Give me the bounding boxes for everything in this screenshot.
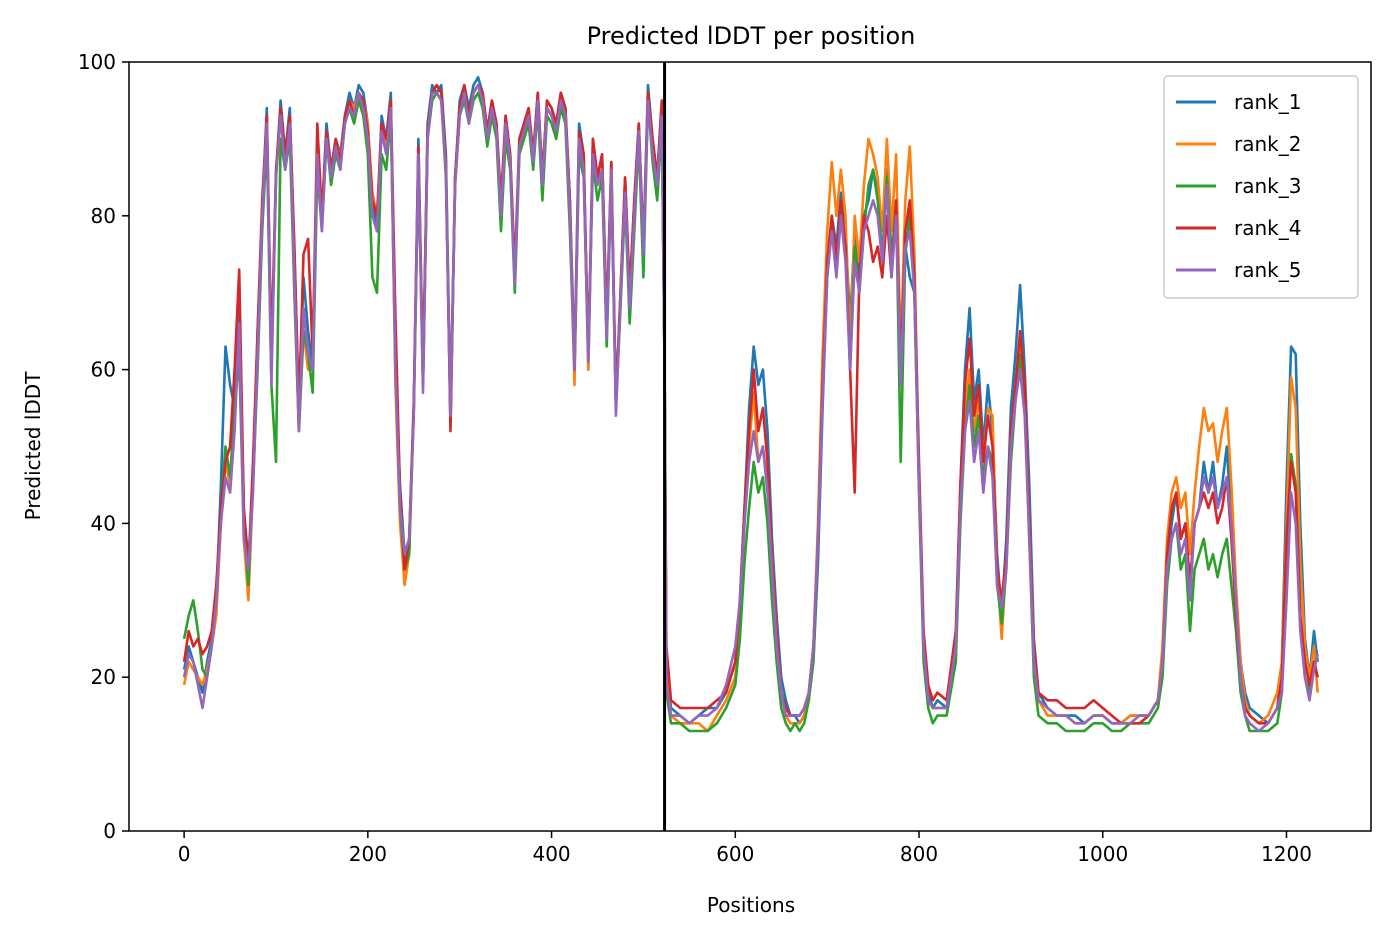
chart-title: Predicted lDDT per position: [587, 22, 916, 50]
x-tick-label: 1200: [1261, 842, 1312, 866]
y-axis-title: Predicted lDDT: [21, 371, 45, 521]
plot-frame: [128, 61, 1372, 832]
legend-frame: [1163, 75, 1359, 299]
y-tick-label: 80: [91, 204, 116, 228]
legend-label: rank_2: [1234, 132, 1301, 156]
x-axis: 0 200 400 600 800 1000 1200: [178, 831, 1312, 866]
series-layer: [182, 76, 1319, 733]
legend-label: rank_4: [1234, 216, 1301, 240]
y-axis: 0 20 40 60 80 100: [78, 50, 129, 843]
x-tick-label: 600: [716, 842, 754, 866]
legend-label: rank_3: [1234, 174, 1301, 198]
x-tick-label: 200: [349, 842, 387, 866]
legend-label: rank_1: [1234, 90, 1301, 114]
x-axis-title: Positions: [707, 893, 795, 917]
series-line-rank-3: [182, 91, 1319, 733]
x-tick-label: 1000: [1077, 842, 1128, 866]
series-line-rank-5: [182, 83, 1319, 733]
y-tick-label: 20: [91, 665, 116, 689]
legend-label: rank_5: [1234, 258, 1301, 282]
y-tick-label: 100: [78, 50, 116, 74]
y-tick-label: 60: [91, 358, 116, 382]
x-tick-label: 0: [178, 842, 191, 866]
x-tick-label: 400: [532, 842, 570, 866]
y-tick-label: 40: [91, 511, 116, 535]
legend: rank_1 rank_2 rank_3 rank_4 rank_5: [1163, 75, 1359, 299]
y-tick-label: 0: [103, 819, 116, 843]
x-tick-label: 800: [900, 842, 938, 866]
